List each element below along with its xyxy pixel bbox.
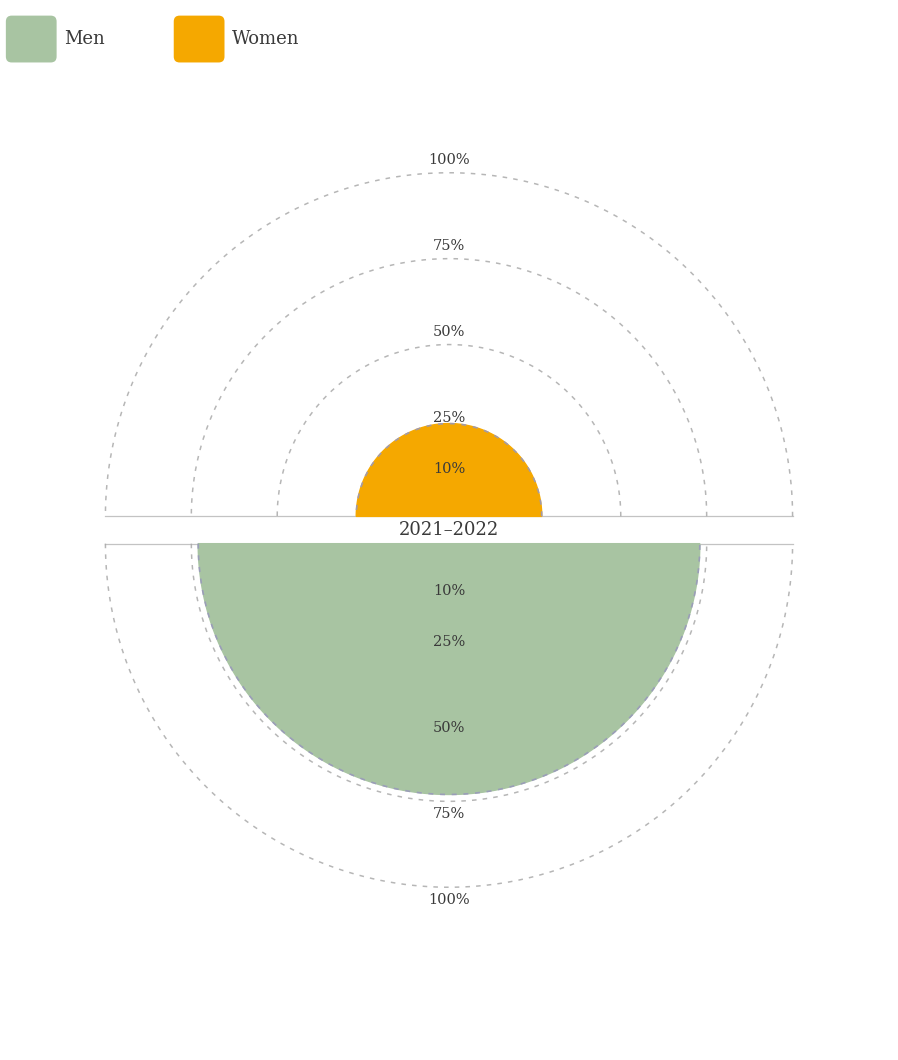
Text: 25%: 25% [433,635,465,650]
Text: 2021–2022: 2021–2022 [399,522,499,538]
Text: 10%: 10% [433,584,465,598]
Text: Women: Women [233,30,300,48]
Text: 75%: 75% [433,238,465,252]
FancyBboxPatch shape [6,16,57,63]
Text: 10%: 10% [433,462,465,476]
FancyBboxPatch shape [173,16,224,63]
Text: 100%: 100% [428,894,470,907]
Text: 50%: 50% [433,721,465,736]
Text: 50%: 50% [433,324,465,339]
Text: 25%: 25% [433,410,465,425]
Text: 75%: 75% [433,808,465,822]
Polygon shape [198,544,700,795]
Text: Men: Men [65,30,105,48]
Text: 100%: 100% [428,153,470,166]
Polygon shape [357,424,541,516]
